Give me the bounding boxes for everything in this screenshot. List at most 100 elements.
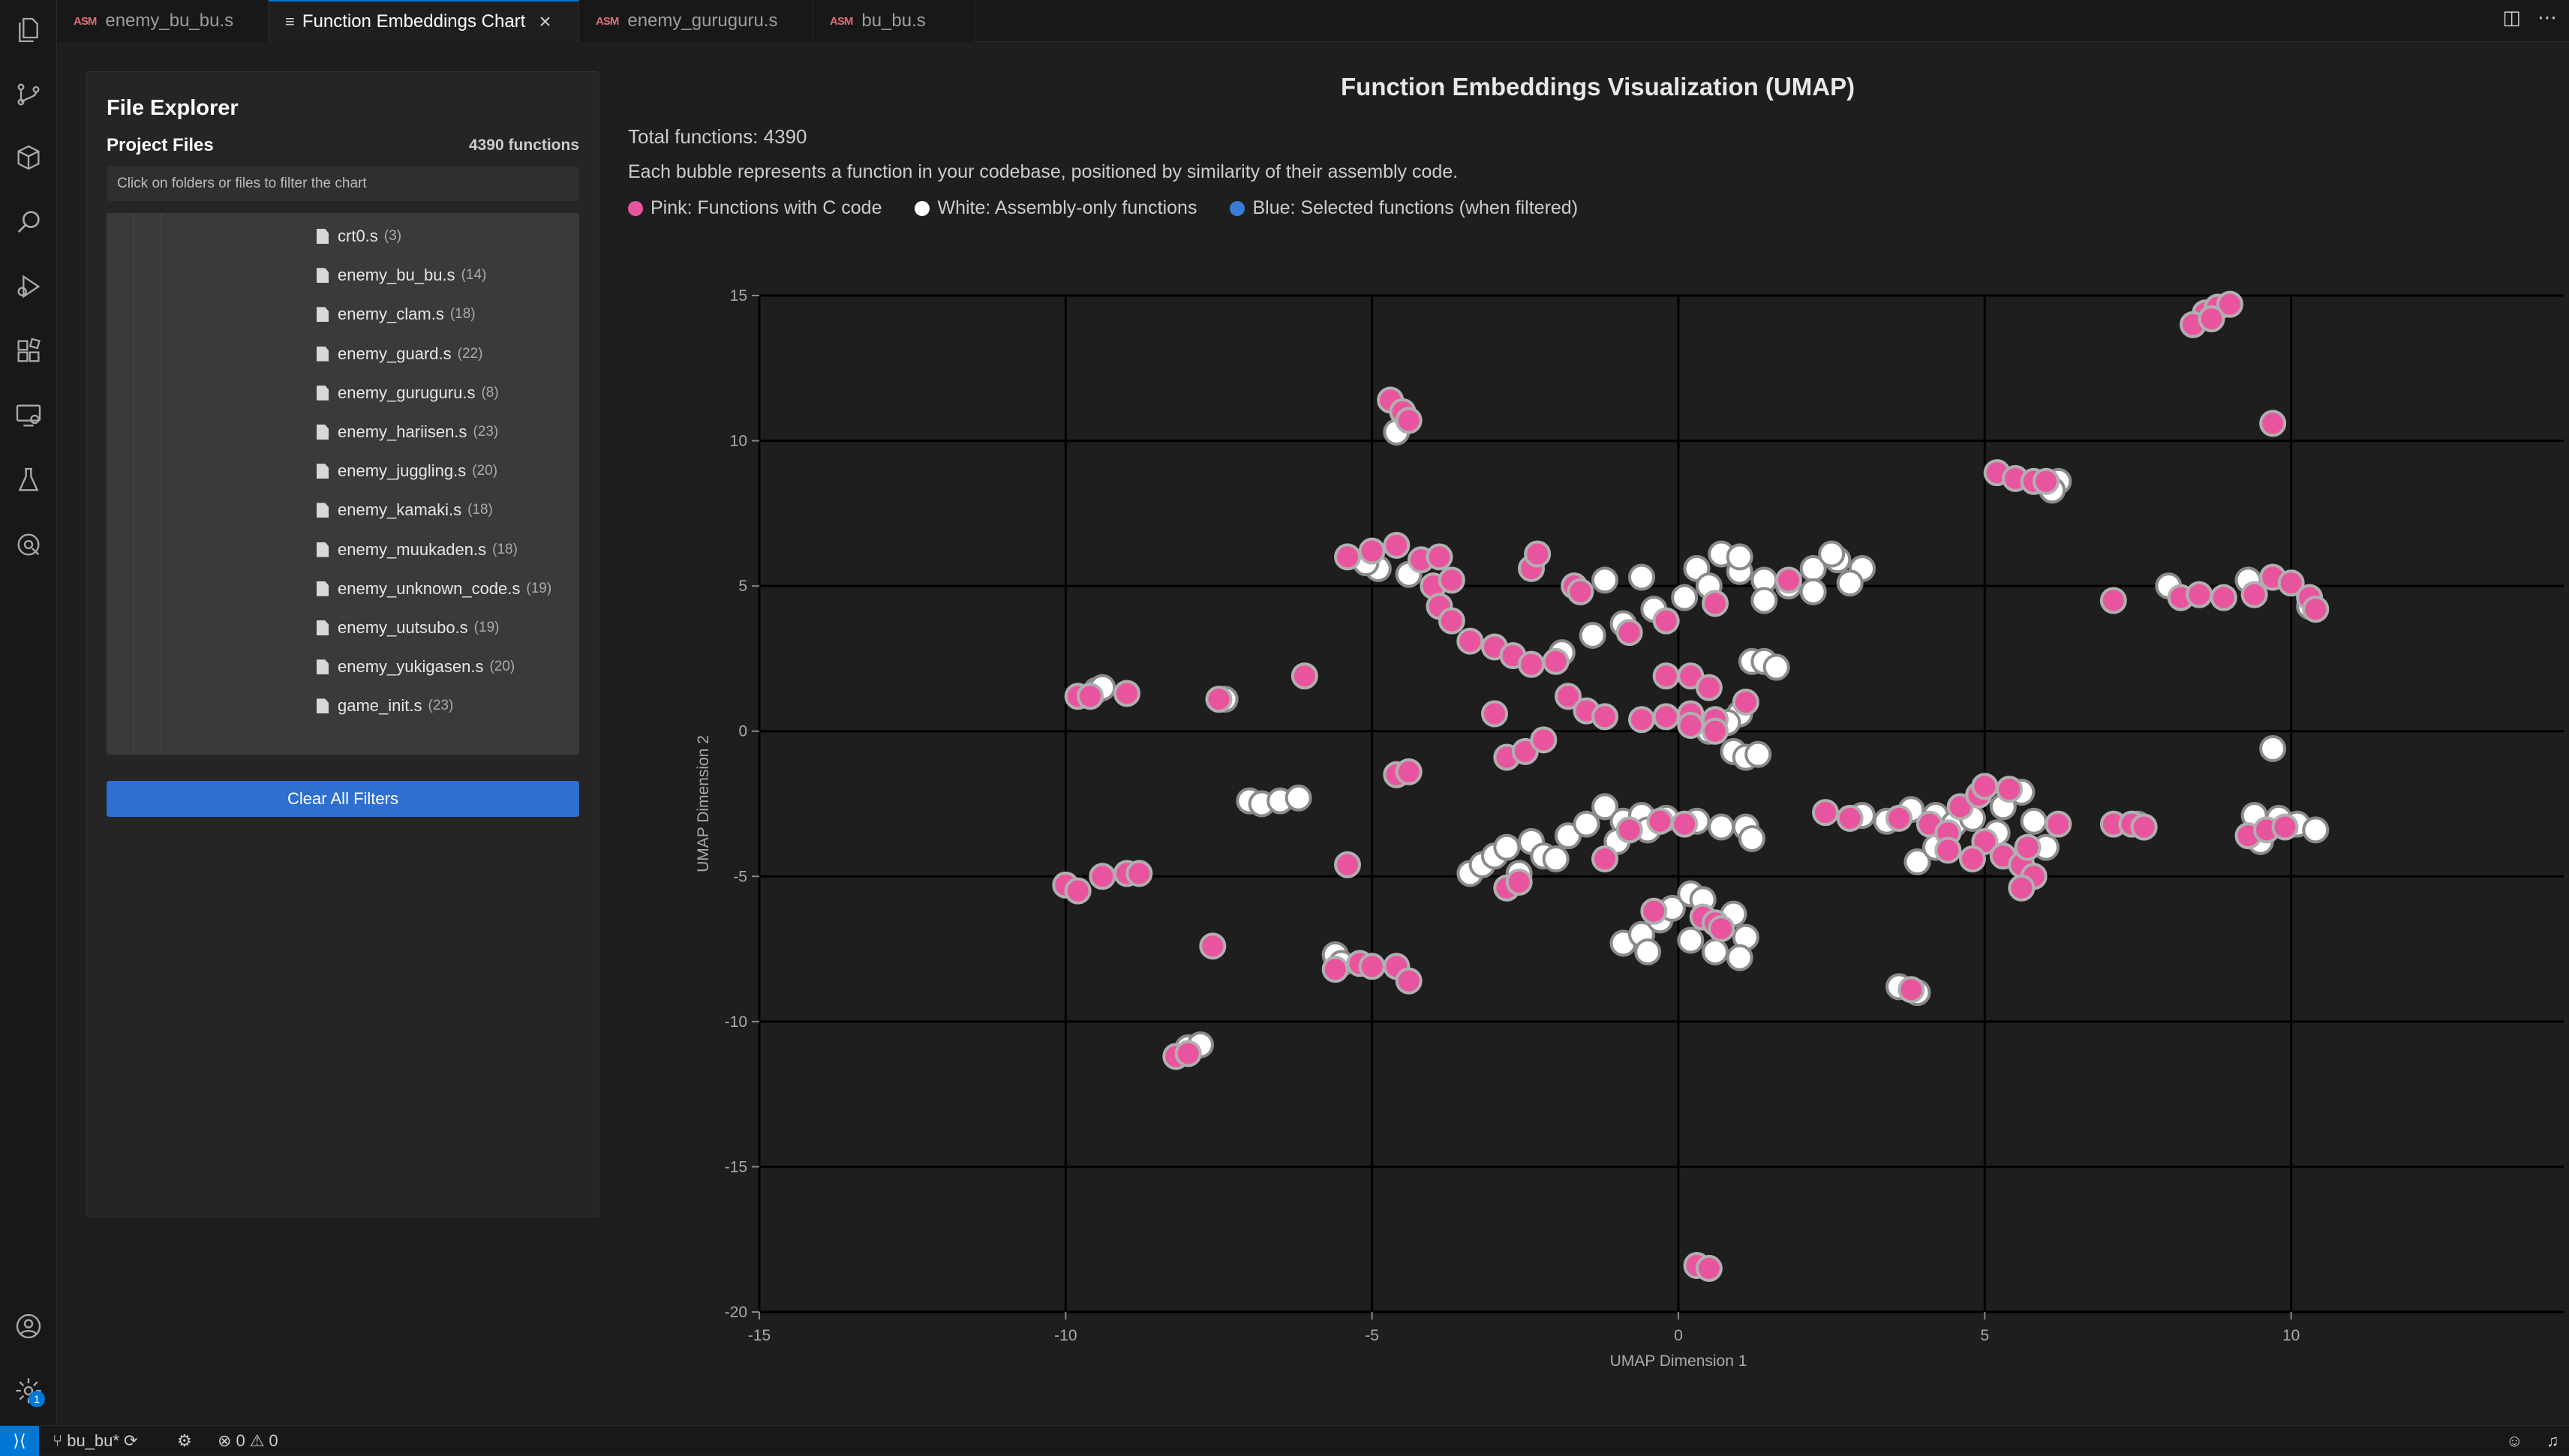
tab-function-embeddings-chart[interactable]: ≡ Function Embeddings Chart × bbox=[269, 0, 579, 42]
c-code-function-point bbox=[1542, 647, 1570, 675]
file-tree-item[interactable]: enemy_muukaden.s (18) bbox=[317, 540, 518, 560]
file-tree-item[interactable]: enemy_yukigasen.s (20) bbox=[317, 657, 515, 677]
gitlens-icon[interactable] bbox=[11, 527, 47, 563]
more-actions-icon[interactable]: ⋯ bbox=[2537, 6, 2557, 29]
tab-enemy-guruguru[interactable]: ASM enemy_guruguru.s bbox=[579, 0, 813, 42]
file-tree-item[interactable]: enemy_bu_bu.s (14) bbox=[317, 266, 486, 285]
file-tree-item[interactable]: enemy_juggling.s (20) bbox=[317, 461, 497, 481]
file-icon bbox=[317, 620, 329, 635]
file-tree-item[interactable]: enemy_kamaki.s (18) bbox=[317, 500, 493, 520]
c-code-function-point bbox=[1732, 689, 1759, 716]
file-name: enemy_juggling.s bbox=[338, 461, 467, 481]
asm-only-function-point bbox=[2259, 734, 2287, 762]
extensions-icon[interactable] bbox=[11, 333, 47, 369]
run-debug-icon[interactable] bbox=[11, 269, 47, 305]
legend-white-dot bbox=[915, 200, 930, 216]
legend-blue-dot bbox=[1230, 200, 1245, 216]
x-axis-label: UMAP Dimension 1 bbox=[1610, 1352, 1747, 1370]
c-code-function-point bbox=[1646, 807, 1674, 835]
c-code-function-point bbox=[1775, 566, 1802, 594]
problems-status[interactable]: ⊗ 0 ⚠ 0 bbox=[218, 1426, 278, 1456]
file-tree-item[interactable]: game_init.s (23) bbox=[317, 696, 453, 716]
file-name: enemy_bu_bu.s bbox=[338, 266, 455, 285]
asm-only-function-point bbox=[1726, 543, 1753, 571]
clear-all-filters-button[interactable]: Clear All Filters bbox=[107, 781, 579, 817]
c-code-function-point bbox=[1077, 683, 1104, 710]
publish-status[interactable]: ⚙ bbox=[177, 1426, 192, 1456]
c-code-function-point bbox=[1395, 407, 1423, 434]
x-tick-label: -10 bbox=[1054, 1327, 1077, 1344]
status-bar: ⟩⟨ ⑂ bu_bu* ⟳ ⚙ ⊗ 0 ⚠ 0 ☺ ♫ bbox=[0, 1425, 2569, 1456]
file-tree-item[interactable]: enemy_clam.s (18) bbox=[317, 305, 476, 324]
search-icon[interactable] bbox=[11, 204, 47, 240]
c-code-function-point bbox=[1671, 810, 1699, 838]
tab-bu-bu[interactable]: ASM bu_bu.s bbox=[813, 0, 975, 42]
c-code-function-point bbox=[1481, 700, 1508, 728]
tab-enemy-bu-bu[interactable]: ASM enemy_bu_bu.s bbox=[57, 0, 269, 42]
asm-only-function-point bbox=[1284, 784, 1312, 812]
file-name: enemy_yukigasen.s bbox=[338, 657, 484, 677]
c-code-function-point bbox=[1652, 703, 1680, 731]
file-function-count: (8) bbox=[481, 384, 499, 401]
package-icon[interactable] bbox=[11, 140, 47, 176]
total-functions: Total functions: 4390 bbox=[628, 125, 807, 148]
file-tree-item[interactable]: enemy_unknown_code.s (19) bbox=[317, 579, 551, 599]
file-tree-item[interactable]: crt0.s (3) bbox=[317, 227, 401, 246]
file-name: enemy_muukaden.s bbox=[338, 539, 487, 559]
branch-name: bu_bu* bbox=[67, 1431, 119, 1450]
file-tree-item[interactable]: enemy_uutsubo.s (19) bbox=[317, 618, 499, 638]
tab-label: enemy_bu_bu.s bbox=[105, 11, 234, 31]
file-function-count: (18) bbox=[449, 306, 476, 323]
c-code-function-point bbox=[1383, 531, 1411, 559]
assembly-file-icon: ASM bbox=[74, 14, 97, 28]
notifications-status[interactable]: ♫ bbox=[2546, 1426, 2559, 1456]
files-icon[interactable] bbox=[11, 12, 47, 48]
file-name: game_init.s bbox=[338, 696, 422, 716]
testing-icon[interactable] bbox=[11, 462, 47, 498]
asm-only-function-point bbox=[1591, 793, 1618, 821]
y-axis-label: UMAP Dimension 2 bbox=[695, 735, 712, 872]
assembly-file-icon: ASM bbox=[830, 14, 853, 28]
c-code-function-point bbox=[1836, 804, 1864, 832]
asm-only-function-point bbox=[1591, 566, 1618, 594]
branch-status[interactable]: ⑂ bu_bu* ⟳ bbox=[53, 1426, 137, 1456]
c-code-function-point bbox=[2216, 290, 2243, 318]
asm-only-function-point bbox=[1818, 540, 1846, 568]
c-code-function-point bbox=[1555, 683, 1582, 710]
file-icon bbox=[317, 503, 329, 518]
remote-explorer-icon[interactable] bbox=[11, 398, 47, 434]
assembly-file-icon: ASM bbox=[596, 14, 619, 28]
c-code-function-point bbox=[1812, 799, 1839, 827]
x-tick-label: 5 bbox=[1980, 1327, 1989, 1344]
account-icon[interactable] bbox=[11, 1308, 47, 1344]
file-tree[interactable]: crt0.s (3) enemy_bu_bu.s (14) enemy_clam.s (1… bbox=[107, 213, 579, 755]
file-name: enemy_unknown_code.s bbox=[338, 578, 521, 598]
file-function-count: (18) bbox=[492, 541, 518, 557]
file-icon bbox=[317, 659, 329, 675]
settings-gear-icon[interactable]: 1 bbox=[11, 1373, 47, 1409]
x-tick-label: 10 bbox=[2282, 1327, 2300, 1344]
split-editor-icon[interactable]: ◫ bbox=[2502, 6, 2521, 29]
plot-area bbox=[759, 295, 2564, 1313]
x-tick-label: -15 bbox=[748, 1327, 771, 1344]
close-tab-icon[interactable]: × bbox=[539, 10, 551, 33]
file-name: enemy_uutsubo.s bbox=[338, 618, 468, 637]
file-tree-item[interactable]: enemy_guruguru.s (8) bbox=[317, 383, 499, 403]
tab-actions: ◫ ⋯ bbox=[2502, 6, 2557, 29]
source-control-icon[interactable] bbox=[11, 77, 47, 113]
asm-only-function-point bbox=[2020, 807, 2048, 835]
file-tree-item[interactable]: enemy_hariisen.s (23) bbox=[317, 422, 498, 442]
file-function-count: (18) bbox=[467, 502, 493, 518]
y-tick-label: -5 bbox=[733, 868, 747, 885]
file-icon bbox=[317, 542, 329, 557]
copilot-status[interactable]: ☺ bbox=[2506, 1426, 2522, 1456]
c-code-function-point bbox=[1438, 566, 1465, 594]
c-code-function-point bbox=[1591, 845, 1618, 873]
remote-indicator-icon[interactable]: ⟩⟨ bbox=[0, 1426, 39, 1456]
c-code-function-point bbox=[1395, 758, 1423, 785]
c-code-function-point bbox=[2277, 569, 2305, 597]
file-name: enemy_clam.s bbox=[338, 305, 444, 324]
asm-only-function-point bbox=[1750, 587, 1778, 614]
file-tree-item[interactable]: enemy_guard.s (22) bbox=[317, 344, 482, 364]
